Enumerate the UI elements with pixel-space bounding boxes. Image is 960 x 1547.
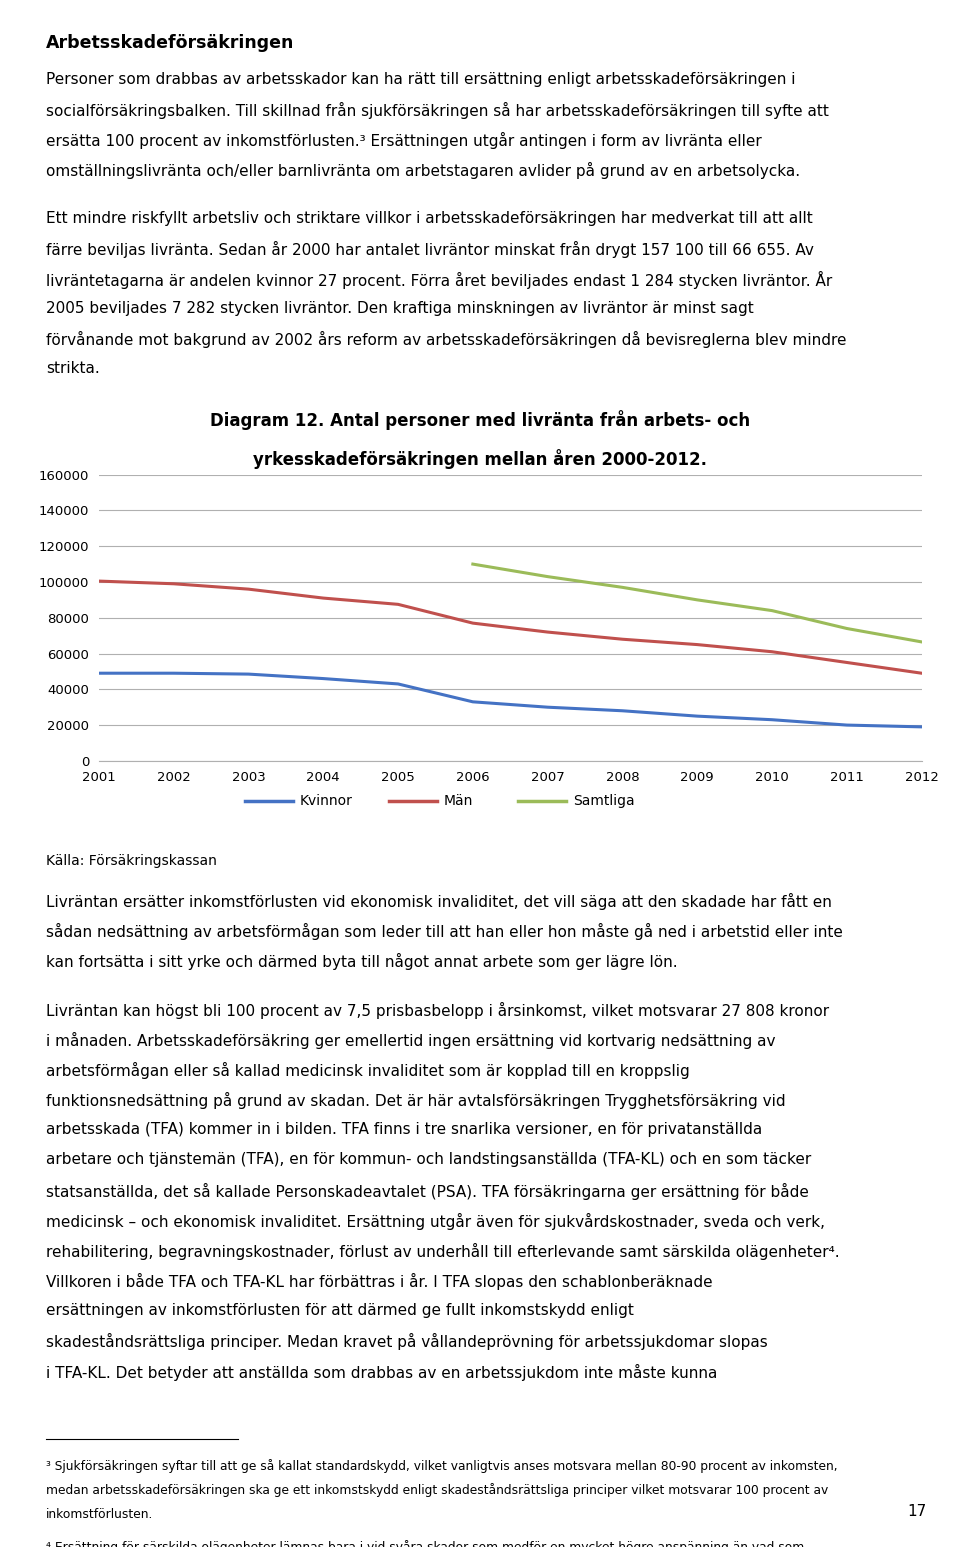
Text: Män: Män xyxy=(444,794,473,808)
Text: 2005 beviljades 7 282 stycken livräntor. Den kraftiga minskningen av livräntor ä: 2005 beviljades 7 282 stycken livräntor.… xyxy=(46,302,754,316)
Text: statsanställda, det så kallade Personskadeavtalet (PSA). TFA försäkringarna ger : statsanställda, det så kallade Personska… xyxy=(46,1182,809,1199)
Text: strikta.: strikta. xyxy=(46,362,100,376)
Text: skadeståndsrättsliga principer. Medan kravet på vållandeprövning för arbetssjukd: skadeståndsrättsliga principer. Medan kr… xyxy=(46,1334,768,1351)
Text: ersättningen av inkomstförlusten för att därmed ge fullt inkomstskydd enligt: ersättningen av inkomstförlusten för att… xyxy=(46,1303,634,1318)
Text: Livräntan kan högst bli 100 procent av 7,5 prisbasbelopp i årsinkomst, vilket mo: Livräntan kan högst bli 100 procent av 7… xyxy=(46,1001,829,1018)
Text: funktionsnedsättning på grund av skadan. Det är här avtalsförsäkringen Trygghets: funktionsnedsättning på grund av skadan.… xyxy=(46,1092,785,1109)
Text: omställningslivränta och/eller barnlivränta om arbetstagaren avlider på grund av: omställningslivränta och/eller barnlivrä… xyxy=(46,162,801,179)
Text: Diagram 12. Antal personer med livränta från arbets- och: Diagram 12. Antal personer med livränta … xyxy=(210,410,750,430)
Text: Ett mindre riskfyllt arbetsliv och striktare villkor i arbetsskadeförsäkringen h: Ett mindre riskfyllt arbetsliv och strik… xyxy=(46,210,813,226)
Text: medicinsk – och ekonomisk invaliditet. Ersättning utgår även för sjukvårdskostna: medicinsk – och ekonomisk invaliditet. E… xyxy=(46,1213,825,1230)
Text: Livräntan ersätter inkomstförlusten vid ekonomisk invaliditet, det vill säga att: Livräntan ersätter inkomstförlusten vid … xyxy=(46,893,832,910)
Text: arbetsförmågan eller så kallad medicinsk invaliditet som är kopplad till en krop: arbetsförmågan eller så kallad medicinsk… xyxy=(46,1061,690,1078)
Text: Villkoren i både TFA och TFA-KL har förbättras i år. I TFA slopas den schablonbe: Villkoren i både TFA och TFA-KL har förb… xyxy=(46,1273,712,1290)
Text: Personer som drabbas av arbetsskador kan ha rätt till ersättning enligt arbetssk: Personer som drabbas av arbetsskador kan… xyxy=(46,71,796,87)
Text: i månaden. Arbetsskadeförsäkring ger emellertid ingen ersättning vid kortvarig n: i månaden. Arbetsskadeförsäkring ger eme… xyxy=(46,1032,776,1049)
Text: rehabilitering, begravningskostnader, förlust av underhåll till efterlevande sam: rehabilitering, begravningskostnader, fö… xyxy=(46,1242,840,1259)
Text: ersätta 100 procent av inkomstförlusten.³ Ersättningen utgår antingen i form av : ersätta 100 procent av inkomstförlusten.… xyxy=(46,131,762,149)
Text: Arbetsskadeförsäkringen: Arbetsskadeförsäkringen xyxy=(46,34,295,53)
Text: Kvinnor: Kvinnor xyxy=(300,794,352,808)
Text: sådan nedsättning av arbetsförmågan som leder till att han eller hon måste gå ne: sådan nedsättning av arbetsförmågan som … xyxy=(46,924,843,941)
Text: livräntetagarna är andelen kvinnor 27 procent. Förra året beviljades endast 1 28: livräntetagarna är andelen kvinnor 27 pr… xyxy=(46,271,832,289)
Text: förvånande mot bakgrund av 2002 års reform av arbetsskadeförsäkringen då bevisre: förvånande mot bakgrund av 2002 års refo… xyxy=(46,331,847,348)
Text: kan fortsätta i sitt yrke och därmed byta till något annat arbete som ger lägre : kan fortsätta i sitt yrke och därmed byt… xyxy=(46,953,678,970)
Text: Samtliga: Samtliga xyxy=(573,794,635,808)
Text: färre beviljas livränta. Sedan år 2000 har antalet livräntor minskat från drygt : färre beviljas livränta. Sedan år 2000 h… xyxy=(46,241,814,258)
Text: ³ Sjukförsäkringen syftar till att ge så kallat standardskydd, vilket vanligtvis: ³ Sjukförsäkringen syftar till att ge så… xyxy=(46,1459,838,1473)
Text: Källa: Försäkringskassan: Källa: Försäkringskassan xyxy=(46,854,217,868)
Text: arbetare och tjänstemän (TFA), en för kommun- och landstingsanställda (TFA-KL) o: arbetare och tjänstemän (TFA), en för ko… xyxy=(46,1153,811,1168)
Text: ⁴ Ersättning för särskilda olägenheter lämnas bara i vid svåra skador som medför: ⁴ Ersättning för särskilda olägenheter l… xyxy=(46,1541,804,1547)
Text: socialförsäkringsbalken. Till skillnad från sjukförsäkringen så har arbetsskadef: socialförsäkringsbalken. Till skillnad f… xyxy=(46,102,828,119)
Text: inkomstförlusten.: inkomstförlusten. xyxy=(46,1508,154,1521)
Text: yrkesskadeförsäkringen mellan åren 2000-2012.: yrkesskadeförsäkringen mellan åren 2000-… xyxy=(253,449,707,469)
Text: medan arbetsskadeförsäkringen ska ge ett inkomstskydd enligt skadeståndsrättslig: medan arbetsskadeförsäkringen ska ge ett… xyxy=(46,1484,828,1497)
Text: 17: 17 xyxy=(907,1504,926,1519)
Text: i TFA-KL. Det betyder att anställda som drabbas av en arbetssjukdom inte måste k: i TFA-KL. Det betyder att anställda som … xyxy=(46,1363,717,1380)
Text: arbetsskada (TFA) kommer in i bilden. TFA finns i tre snarlika versioner, en för: arbetsskada (TFA) kommer in i bilden. TF… xyxy=(46,1122,762,1137)
